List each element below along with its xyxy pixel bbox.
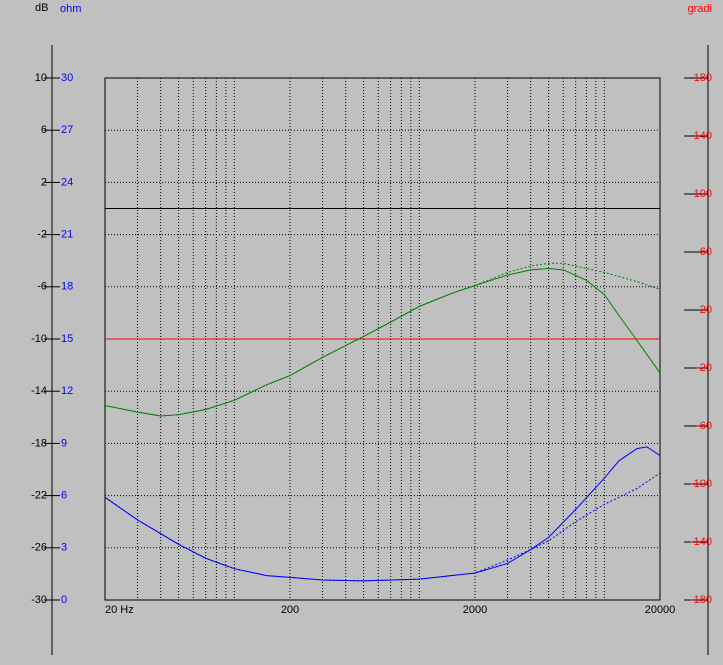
y-tick-label: -22: [31, 490, 47, 502]
x-tick-label: 20000: [645, 604, 676, 616]
y2-tick-label: 21: [61, 229, 73, 241]
y3-tick-label: -60: [696, 420, 712, 432]
y3-tick-label: 60: [700, 246, 712, 258]
gradi-axis-label: gradi: [688, 3, 712, 15]
y3-tick-label: -180: [690, 594, 712, 606]
y-tick-label: 2: [41, 176, 47, 188]
y2-tick-label: 18: [61, 281, 73, 293]
y-tick-label: -14: [31, 385, 47, 397]
y2-tick-label: 15: [61, 333, 73, 345]
x-tick-label: 20 Hz: [105, 604, 134, 616]
y3-tick-label: -140: [690, 536, 712, 548]
y-tick-label: -30: [31, 594, 47, 606]
series-line: [104, 446, 661, 582]
y2-tick-label: 27: [61, 124, 73, 136]
y-tick-label: -18: [31, 437, 47, 449]
y-tick-label: 10: [35, 72, 47, 84]
y3-tick-label: 100: [694, 188, 712, 200]
y3-tick-label: 180: [694, 72, 712, 84]
y2-tick-label: 12: [61, 385, 73, 397]
y2-tick-label: 30: [61, 72, 73, 84]
y3-tick-label: -100: [690, 478, 712, 490]
y2-tick-label: 9: [61, 437, 67, 449]
y3-tick-label: -20: [696, 362, 712, 374]
y3-tick-label: 20: [700, 304, 712, 316]
y2-tick-label: 6: [61, 490, 67, 502]
y2-tick-label: 24: [61, 176, 73, 188]
y2-tick-label: 0: [61, 594, 67, 606]
series-line: [104, 268, 661, 417]
y-tick-label: -26: [31, 542, 47, 554]
x-tick-label: 200: [281, 604, 299, 616]
db-axis-label: dB: [35, 2, 48, 14]
y2-tick-label: 3: [61, 542, 67, 554]
y-tick-label: -10: [31, 333, 47, 345]
ohm-axis-label: ohm: [60, 3, 81, 15]
x-tick-label: 2000: [463, 604, 487, 616]
y-tick-label: -2: [37, 229, 47, 241]
y-tick-label: -6: [37, 281, 47, 293]
y3-tick-label: 140: [694, 130, 712, 142]
y-tick-label: 6: [41, 124, 47, 136]
